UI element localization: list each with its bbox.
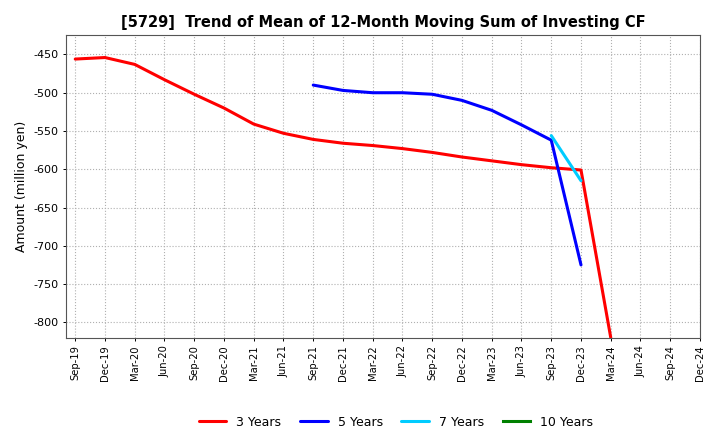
Title: [5729]  Trend of Mean of 12-Month Moving Sum of Investing CF: [5729] Trend of Mean of 12-Month Moving …	[121, 15, 645, 30]
5 Years	[398, 90, 407, 95]
7 Years	[577, 178, 585, 183]
3 Years	[220, 106, 228, 111]
3 Years	[101, 55, 109, 60]
Y-axis label: Amount (million yen): Amount (million yen)	[15, 121, 28, 252]
5 Years	[458, 98, 467, 103]
3 Years	[547, 165, 556, 170]
5 Years	[428, 92, 436, 97]
5 Years	[309, 82, 318, 88]
3 Years	[606, 335, 615, 340]
3 Years	[398, 146, 407, 151]
3 Years	[487, 158, 496, 164]
3 Years	[309, 137, 318, 142]
5 Years	[547, 138, 556, 143]
7 Years	[547, 133, 556, 138]
3 Years	[130, 62, 139, 67]
Line: 3 Years: 3 Years	[76, 58, 611, 337]
3 Years	[338, 141, 347, 146]
3 Years	[458, 154, 467, 160]
3 Years	[517, 162, 526, 167]
3 Years	[249, 121, 258, 127]
5 Years	[369, 90, 377, 95]
3 Years	[428, 150, 436, 155]
3 Years	[279, 131, 288, 136]
Line: 5 Years: 5 Years	[313, 85, 581, 265]
Legend: 3 Years, 5 Years, 7 Years, 10 Years: 3 Years, 5 Years, 7 Years, 10 Years	[194, 411, 598, 434]
3 Years	[577, 167, 585, 172]
5 Years	[577, 262, 585, 268]
5 Years	[338, 88, 347, 93]
3 Years	[160, 77, 168, 82]
3 Years	[71, 56, 80, 62]
Line: 7 Years: 7 Years	[552, 136, 581, 181]
5 Years	[487, 108, 496, 113]
3 Years	[190, 92, 199, 97]
3 Years	[369, 143, 377, 148]
5 Years	[517, 122, 526, 128]
